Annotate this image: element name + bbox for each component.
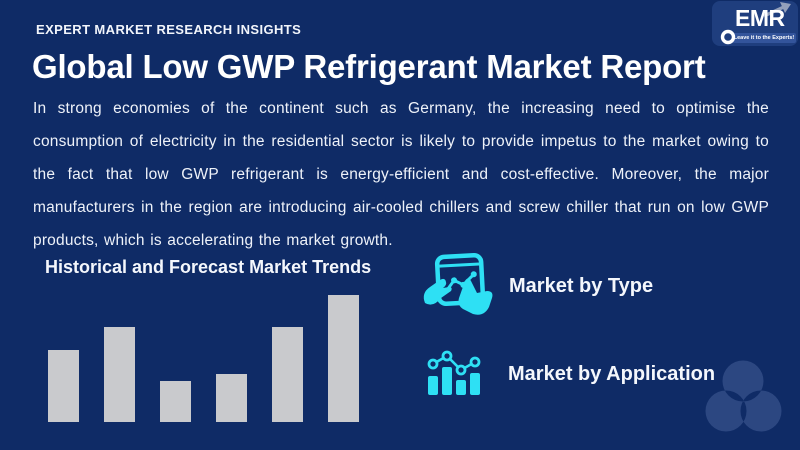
emr-logo-arrow-icon xyxy=(763,2,791,18)
bar-chart xyxy=(48,295,368,422)
chart-bar xyxy=(104,326,135,422)
tablet-trend-chart-icon xyxy=(423,252,493,315)
chart-bar xyxy=(160,381,191,422)
intro-paragraph: In strong economies of the continent suc… xyxy=(33,100,769,249)
venn-circles-watermark-icon xyxy=(705,360,782,432)
chart-bar xyxy=(48,349,79,422)
emr-logo-ring-icon xyxy=(720,29,736,45)
bar-chart-trend-icon xyxy=(427,350,481,395)
emr-logo-tagline: Leave it to the Experts! xyxy=(733,35,795,41)
chart-bar xyxy=(272,326,303,422)
chart-title: Historical and Forecast Market Trends xyxy=(45,257,372,277)
emr-logo-text: EMR xyxy=(735,5,785,31)
brand-eyebrow: EXPERT MARKET RESEARCH INSIGHTS xyxy=(36,22,302,37)
feature-market-by-type: Market by Type xyxy=(421,248,653,324)
emr-logo-banner: Leave it to the Experts! xyxy=(732,33,796,43)
feature-market-by-application: Market by Application xyxy=(424,346,715,402)
feature-label-type: Market by Type xyxy=(509,274,654,297)
feature-label-application: Market by Application xyxy=(508,362,716,385)
chart-bar xyxy=(328,295,359,422)
emr-logo: EMR Leave it to the Experts! xyxy=(712,1,798,46)
page-title: Global Low GWP Refrigerant Market Report xyxy=(32,48,706,85)
chart-bar xyxy=(216,373,247,422)
